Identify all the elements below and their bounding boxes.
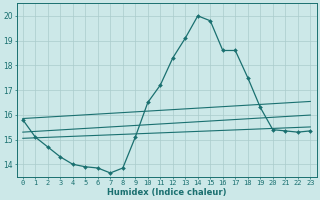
X-axis label: Humidex (Indice chaleur): Humidex (Indice chaleur) <box>107 188 226 197</box>
